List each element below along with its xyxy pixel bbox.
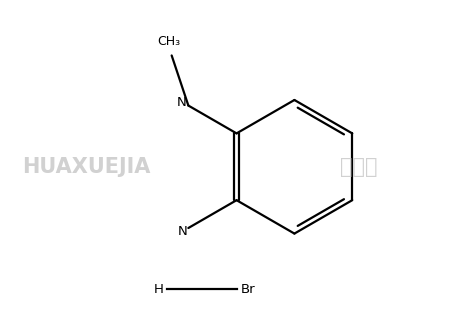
- Text: CH₃: CH₃: [158, 35, 181, 48]
- Text: H: H: [154, 283, 164, 296]
- Text: 化学加: 化学加: [340, 157, 378, 177]
- Text: Br: Br: [240, 283, 255, 296]
- Text: N: N: [177, 96, 187, 109]
- Text: HUAXUEJIA: HUAXUEJIA: [22, 157, 151, 177]
- Text: N: N: [178, 225, 188, 238]
